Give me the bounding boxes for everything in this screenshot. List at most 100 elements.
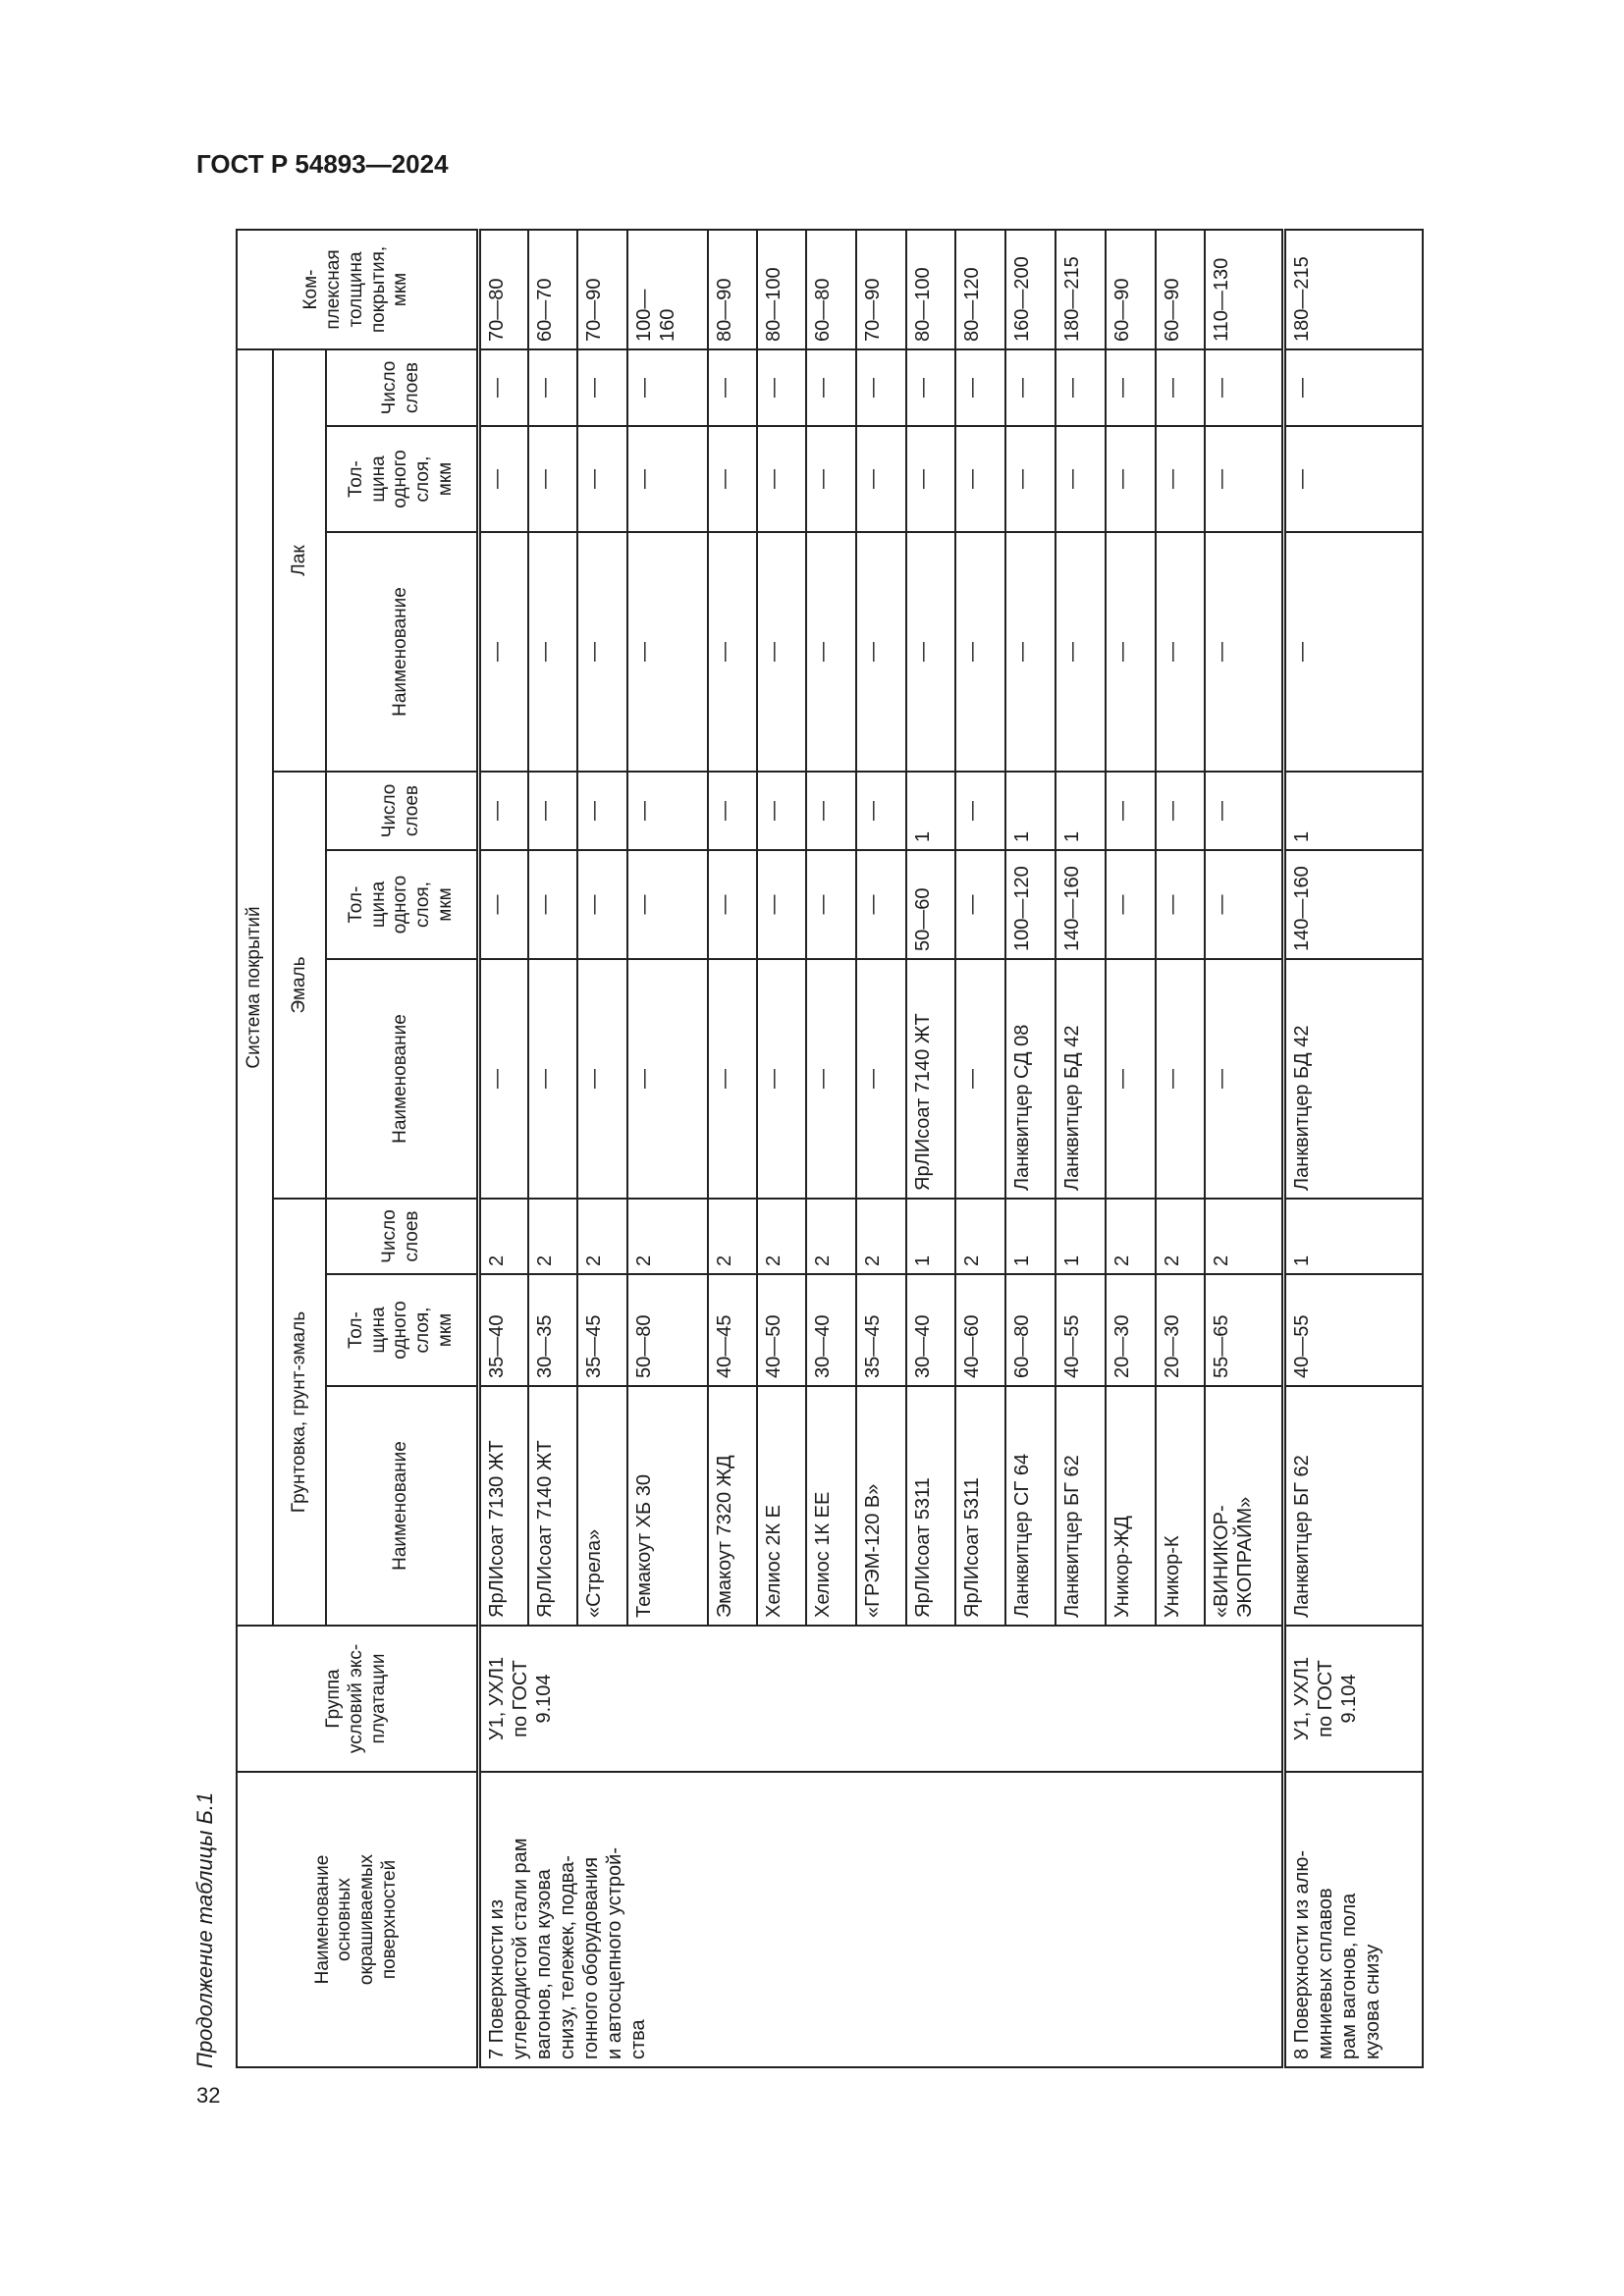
lacquer-name-cell: — bbox=[955, 532, 1005, 772]
total-thickness-cell: 180—215 bbox=[1056, 230, 1106, 349]
lacquer-thickness-cell: — bbox=[955, 426, 1005, 532]
primer-thickness-cell: 30—40 bbox=[906, 1274, 955, 1386]
enamel-name-cell: — bbox=[1106, 959, 1156, 1199]
primer-thickness-cell: 35—40 bbox=[478, 1274, 528, 1386]
lacquer-thickness-cell: — bbox=[806, 426, 856, 532]
group-cell: У1, УХЛ1 по ГОСТ 9.104 bbox=[1283, 1626, 1423, 1772]
enamel-thickness-cell: — bbox=[478, 850, 528, 959]
lacquer-thickness-cell: — bbox=[1156, 426, 1205, 532]
enamel-thickness-cell: — bbox=[577, 850, 627, 959]
enamel-name-cell: — bbox=[757, 959, 806, 1199]
primer-thickness-cell: 40—55 bbox=[1056, 1274, 1106, 1386]
lacquer-layers-cell: — bbox=[627, 349, 708, 426]
lacquer-name-cell: — bbox=[1106, 532, 1156, 772]
header-primer: Грунтовка, грунт-эмаль bbox=[273, 1199, 326, 1626]
surface-cell: 7 Поверхности из углеродистой стали рам … bbox=[478, 1772, 1283, 2067]
primer-layers-cell: 1 bbox=[1056, 1199, 1106, 1274]
enamel-layers-cell: — bbox=[708, 772, 757, 850]
lacquer-layers-cell: — bbox=[1205, 349, 1283, 426]
primer-thickness-cell: 40—45 bbox=[708, 1274, 757, 1386]
primer-name-cell: «ВИНИКОР- ЭКОПРАЙМ» bbox=[1205, 1386, 1283, 1626]
lacquer-name-cell: — bbox=[1205, 532, 1283, 772]
table-caption: Продолжение таблицы Б.1 bbox=[192, 1791, 217, 2068]
lacquer-name-cell: — bbox=[1156, 532, 1205, 772]
header-enamel: Эмаль bbox=[273, 772, 326, 1199]
primer-name-cell: «ГРЭМ-120 В» bbox=[856, 1386, 906, 1626]
primer-thickness-cell: 35—45 bbox=[577, 1274, 627, 1386]
primer-layers-cell: 1 bbox=[906, 1199, 955, 1274]
enamel-thickness-cell: 140—160 bbox=[1056, 850, 1106, 959]
lacquer-thickness-cell: — bbox=[757, 426, 806, 532]
lacquer-layers-cell: — bbox=[806, 349, 856, 426]
lacquer-thickness-cell: — bbox=[478, 426, 528, 532]
total-thickness-cell: 100— 160 bbox=[627, 230, 708, 349]
enamel-name-cell: Ланквитцер СД 08 bbox=[1005, 959, 1056, 1199]
primer-layers-cell: 2 bbox=[577, 1199, 627, 1274]
enamel-thickness-cell: — bbox=[627, 850, 708, 959]
enamel-layers-cell: — bbox=[955, 772, 1005, 850]
lacquer-thickness-cell: — bbox=[1005, 426, 1056, 532]
enamel-layers-cell: — bbox=[1156, 772, 1205, 850]
lacquer-layers-cell: — bbox=[708, 349, 757, 426]
enamel-layers-cell: — bbox=[478, 772, 528, 850]
primer-name-cell: Хелиос 2К Е bbox=[757, 1386, 806, 1626]
enamel-name-cell: — bbox=[1156, 959, 1205, 1199]
primer-layers-cell: 2 bbox=[708, 1199, 757, 1274]
lacquer-thickness-cell: — bbox=[906, 426, 955, 532]
lacquer-layers-cell: — bbox=[955, 349, 1005, 426]
primer-thickness-cell: 20—30 bbox=[1156, 1274, 1205, 1386]
table-body: 7 Поверхности из углеродистой стали рам … bbox=[478, 230, 1423, 2067]
primer-name-cell: Хелиос 1К ЕЕ bbox=[806, 1386, 856, 1626]
total-thickness-cell: 80—120 bbox=[955, 230, 1005, 349]
lacquer-thickness-cell: — bbox=[577, 426, 627, 532]
coating-systems-table: Наименование основных окрашиваемых повер… bbox=[236, 229, 1424, 2068]
enamel-thickness-cell: — bbox=[806, 850, 856, 959]
header-primer-layers: Число слоев bbox=[326, 1199, 478, 1274]
lacquer-thickness-cell: — bbox=[1205, 426, 1283, 532]
enamel-layers-cell: — bbox=[577, 772, 627, 850]
primer-thickness-cell: 30—40 bbox=[806, 1274, 856, 1386]
lacquer-name-cell: — bbox=[478, 532, 528, 772]
lacquer-layers-cell: — bbox=[1156, 349, 1205, 426]
header-primer-thickness: Тол- щина одного слоя, мкм bbox=[326, 1274, 478, 1386]
header-enamel-layers: Число слоев bbox=[326, 772, 478, 850]
primer-name-cell: ЯрЛИсоат 5311 bbox=[906, 1386, 955, 1626]
enamel-thickness-cell: — bbox=[757, 850, 806, 959]
lacquer-thickness-cell: — bbox=[708, 426, 757, 532]
header-lacquer-layers: Число слоев bbox=[326, 349, 478, 426]
primer-thickness-cell: 40—60 bbox=[955, 1274, 1005, 1386]
enamel-name-cell: — bbox=[806, 959, 856, 1199]
primer-name-cell: Уникор-К bbox=[1156, 1386, 1205, 1626]
enamel-thickness-cell: — bbox=[528, 850, 577, 959]
enamel-thickness-cell: — bbox=[1156, 850, 1205, 959]
enamel-name-cell: — bbox=[708, 959, 757, 1199]
total-thickness-cell: 80—100 bbox=[757, 230, 806, 349]
header-total: Ком- плексная толщина покрытия, мкм bbox=[237, 230, 478, 349]
total-thickness-cell: 80—90 bbox=[708, 230, 757, 349]
lacquer-layers-cell: — bbox=[1283, 349, 1423, 426]
lacquer-layers-cell: — bbox=[906, 349, 955, 426]
total-thickness-cell: 180—215 bbox=[1283, 230, 1423, 349]
lacquer-layers-cell: — bbox=[1056, 349, 1106, 426]
enamel-thickness-cell: — bbox=[856, 850, 906, 959]
header-enamel-name: Наименование bbox=[326, 959, 478, 1199]
primer-thickness-cell: 60—80 bbox=[1005, 1274, 1056, 1386]
enamel-layers-cell: — bbox=[856, 772, 906, 850]
primer-thickness-cell: 35—45 bbox=[856, 1274, 906, 1386]
header-primer-name: Наименование bbox=[326, 1386, 478, 1626]
primer-layers-cell: 1 bbox=[1005, 1199, 1056, 1274]
header-lacquer-name: Наименование bbox=[326, 532, 478, 772]
primer-thickness-cell: 50—80 bbox=[627, 1274, 708, 1386]
table-header: Наименование основных окрашиваемых повер… bbox=[237, 230, 478, 2067]
primer-layers-cell: 2 bbox=[627, 1199, 708, 1274]
primer-layers-cell: 2 bbox=[757, 1199, 806, 1274]
primer-name-cell: Ланквитцер СГ 64 bbox=[1005, 1386, 1056, 1626]
header-enamel-thickness: Тол- щина одного слоя, мкм bbox=[326, 850, 478, 959]
primer-name-cell: ЯрЛИсоат 5311 bbox=[955, 1386, 1005, 1626]
primer-thickness-cell: 20—30 bbox=[1106, 1274, 1156, 1386]
lacquer-thickness-cell: — bbox=[856, 426, 906, 532]
lacquer-thickness-cell: — bbox=[1283, 426, 1423, 532]
header-lacquer-thickness: Тол- щина одного слоя, мкм bbox=[326, 426, 478, 532]
lacquer-name-cell: — bbox=[1056, 532, 1106, 772]
primer-layers-cell: 2 bbox=[478, 1199, 528, 1274]
